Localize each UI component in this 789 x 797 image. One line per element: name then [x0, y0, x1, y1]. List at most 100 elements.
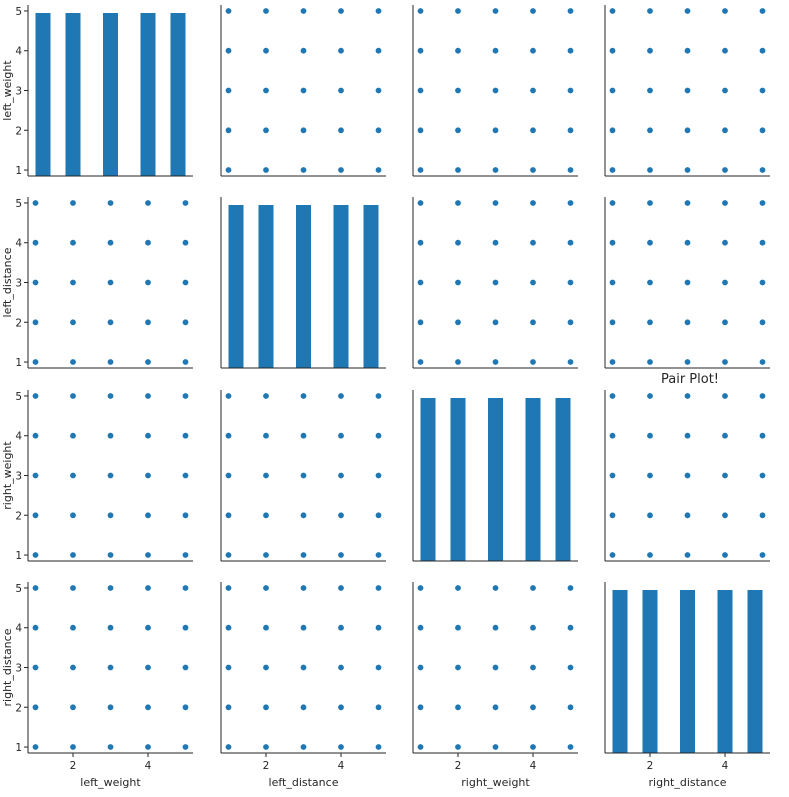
histogram-bar [642, 590, 658, 753]
y-tick-label: 1 [15, 550, 22, 562]
scatter-point [144, 624, 152, 632]
scatter-point [491, 166, 500, 174]
scatter-point [683, 318, 692, 326]
scatter-point [262, 392, 270, 400]
y-tick-label: 2 [15, 125, 22, 137]
scatter-point [416, 584, 425, 592]
x-tick-label: 4 [530, 760, 537, 772]
panel-left_distance-vs-right_distance [604, 197, 770, 369]
scatter-point [416, 126, 425, 134]
scatter-point [181, 432, 190, 440]
y-tick-label: 4 [15, 623, 22, 635]
scatter-point [69, 663, 77, 672]
y-tick-label: 5 [15, 6, 22, 18]
scatter-point [69, 584, 77, 592]
scatter-point [106, 392, 115, 400]
scatter-point [374, 126, 383, 134]
scatter-point [262, 663, 270, 672]
scatter-point [144, 551, 152, 559]
scatter-point [106, 238, 115, 247]
scatter-point [416, 278, 425, 287]
scatter-point [416, 703, 425, 711]
scatter-point [262, 703, 270, 711]
scatter-point [529, 743, 537, 751]
y-tick-label: 1 [15, 742, 22, 754]
scatter-point [758, 318, 767, 326]
x-axis-label: right_distance [649, 776, 727, 789]
scatter-point [69, 432, 77, 440]
x-tick-label: 4 [338, 760, 345, 772]
scatter-point [758, 432, 767, 440]
scatter-point [721, 199, 729, 207]
scatter-point [31, 238, 40, 247]
scatter-point [646, 278, 654, 287]
scatter-point [144, 358, 152, 366]
scatter-point [721, 392, 729, 400]
scatter-point [69, 278, 77, 287]
scatter-point [262, 86, 270, 95]
scatter-point [181, 278, 190, 287]
scatter-point [758, 86, 767, 95]
scatter-point [566, 663, 575, 672]
scatter-point [454, 703, 462, 711]
scatter-point [337, 166, 345, 174]
scatter-point [454, 199, 462, 207]
scatter-point [416, 358, 425, 366]
scatter-point [299, 7, 308, 15]
scatter-point [224, 624, 233, 632]
scatter-point [106, 432, 115, 440]
scatter-point [721, 238, 729, 247]
y-axis-label: right_weight [1, 441, 14, 510]
histogram-bar [333, 205, 349, 368]
scatter-point [106, 743, 115, 751]
scatter-point [646, 86, 654, 95]
scatter-point [181, 663, 190, 672]
scatter-point [299, 663, 308, 672]
scatter-point [454, 318, 462, 326]
scatter-point [262, 471, 270, 480]
scatter-point [106, 199, 115, 207]
scatter-point [144, 432, 152, 440]
scatter-point [106, 551, 115, 559]
scatter-point [299, 703, 308, 711]
scatter-point [454, 7, 462, 15]
scatter-point [721, 511, 729, 519]
scatter-point [646, 7, 654, 15]
histogram-bar [170, 13, 186, 176]
scatter-point [337, 86, 345, 95]
scatter-point [31, 584, 40, 592]
scatter-point [144, 278, 152, 287]
chart-title: Pair Plot! [661, 372, 719, 387]
y-tick-label: 4 [15, 431, 22, 443]
histogram-bar [363, 205, 379, 368]
scatter-point [181, 392, 190, 400]
scatter-point [721, 166, 729, 174]
scatter-point [566, 7, 575, 15]
scatter-point [646, 126, 654, 134]
scatter-point [181, 358, 190, 366]
scatter-point [31, 743, 40, 751]
scatter-point [144, 318, 152, 326]
scatter-point [646, 166, 654, 174]
scatter-point [646, 199, 654, 207]
scatter-point [31, 663, 40, 672]
scatter-point [224, 7, 233, 15]
scatter-point [31, 318, 40, 326]
scatter-point [144, 511, 152, 519]
scatter-point [337, 743, 345, 751]
scatter-point [337, 551, 345, 559]
panel-left_distance-vs-left_distance [220, 197, 386, 369]
scatter-point [224, 392, 233, 400]
scatter-point [31, 199, 40, 207]
scatter-point [69, 199, 77, 207]
x-tick-label: 4 [145, 760, 152, 772]
scatter-point [106, 471, 115, 480]
scatter-point [262, 551, 270, 559]
scatter-point [646, 471, 654, 480]
histogram-bar [680, 590, 695, 753]
scatter-point [181, 511, 190, 519]
panel-left_distance-vs-left_weight: 1 2 3 4 5 left_distance [1, 197, 193, 369]
scatter-point [758, 238, 767, 247]
scatter-point [529, 278, 537, 287]
scatter-point [374, 392, 383, 400]
